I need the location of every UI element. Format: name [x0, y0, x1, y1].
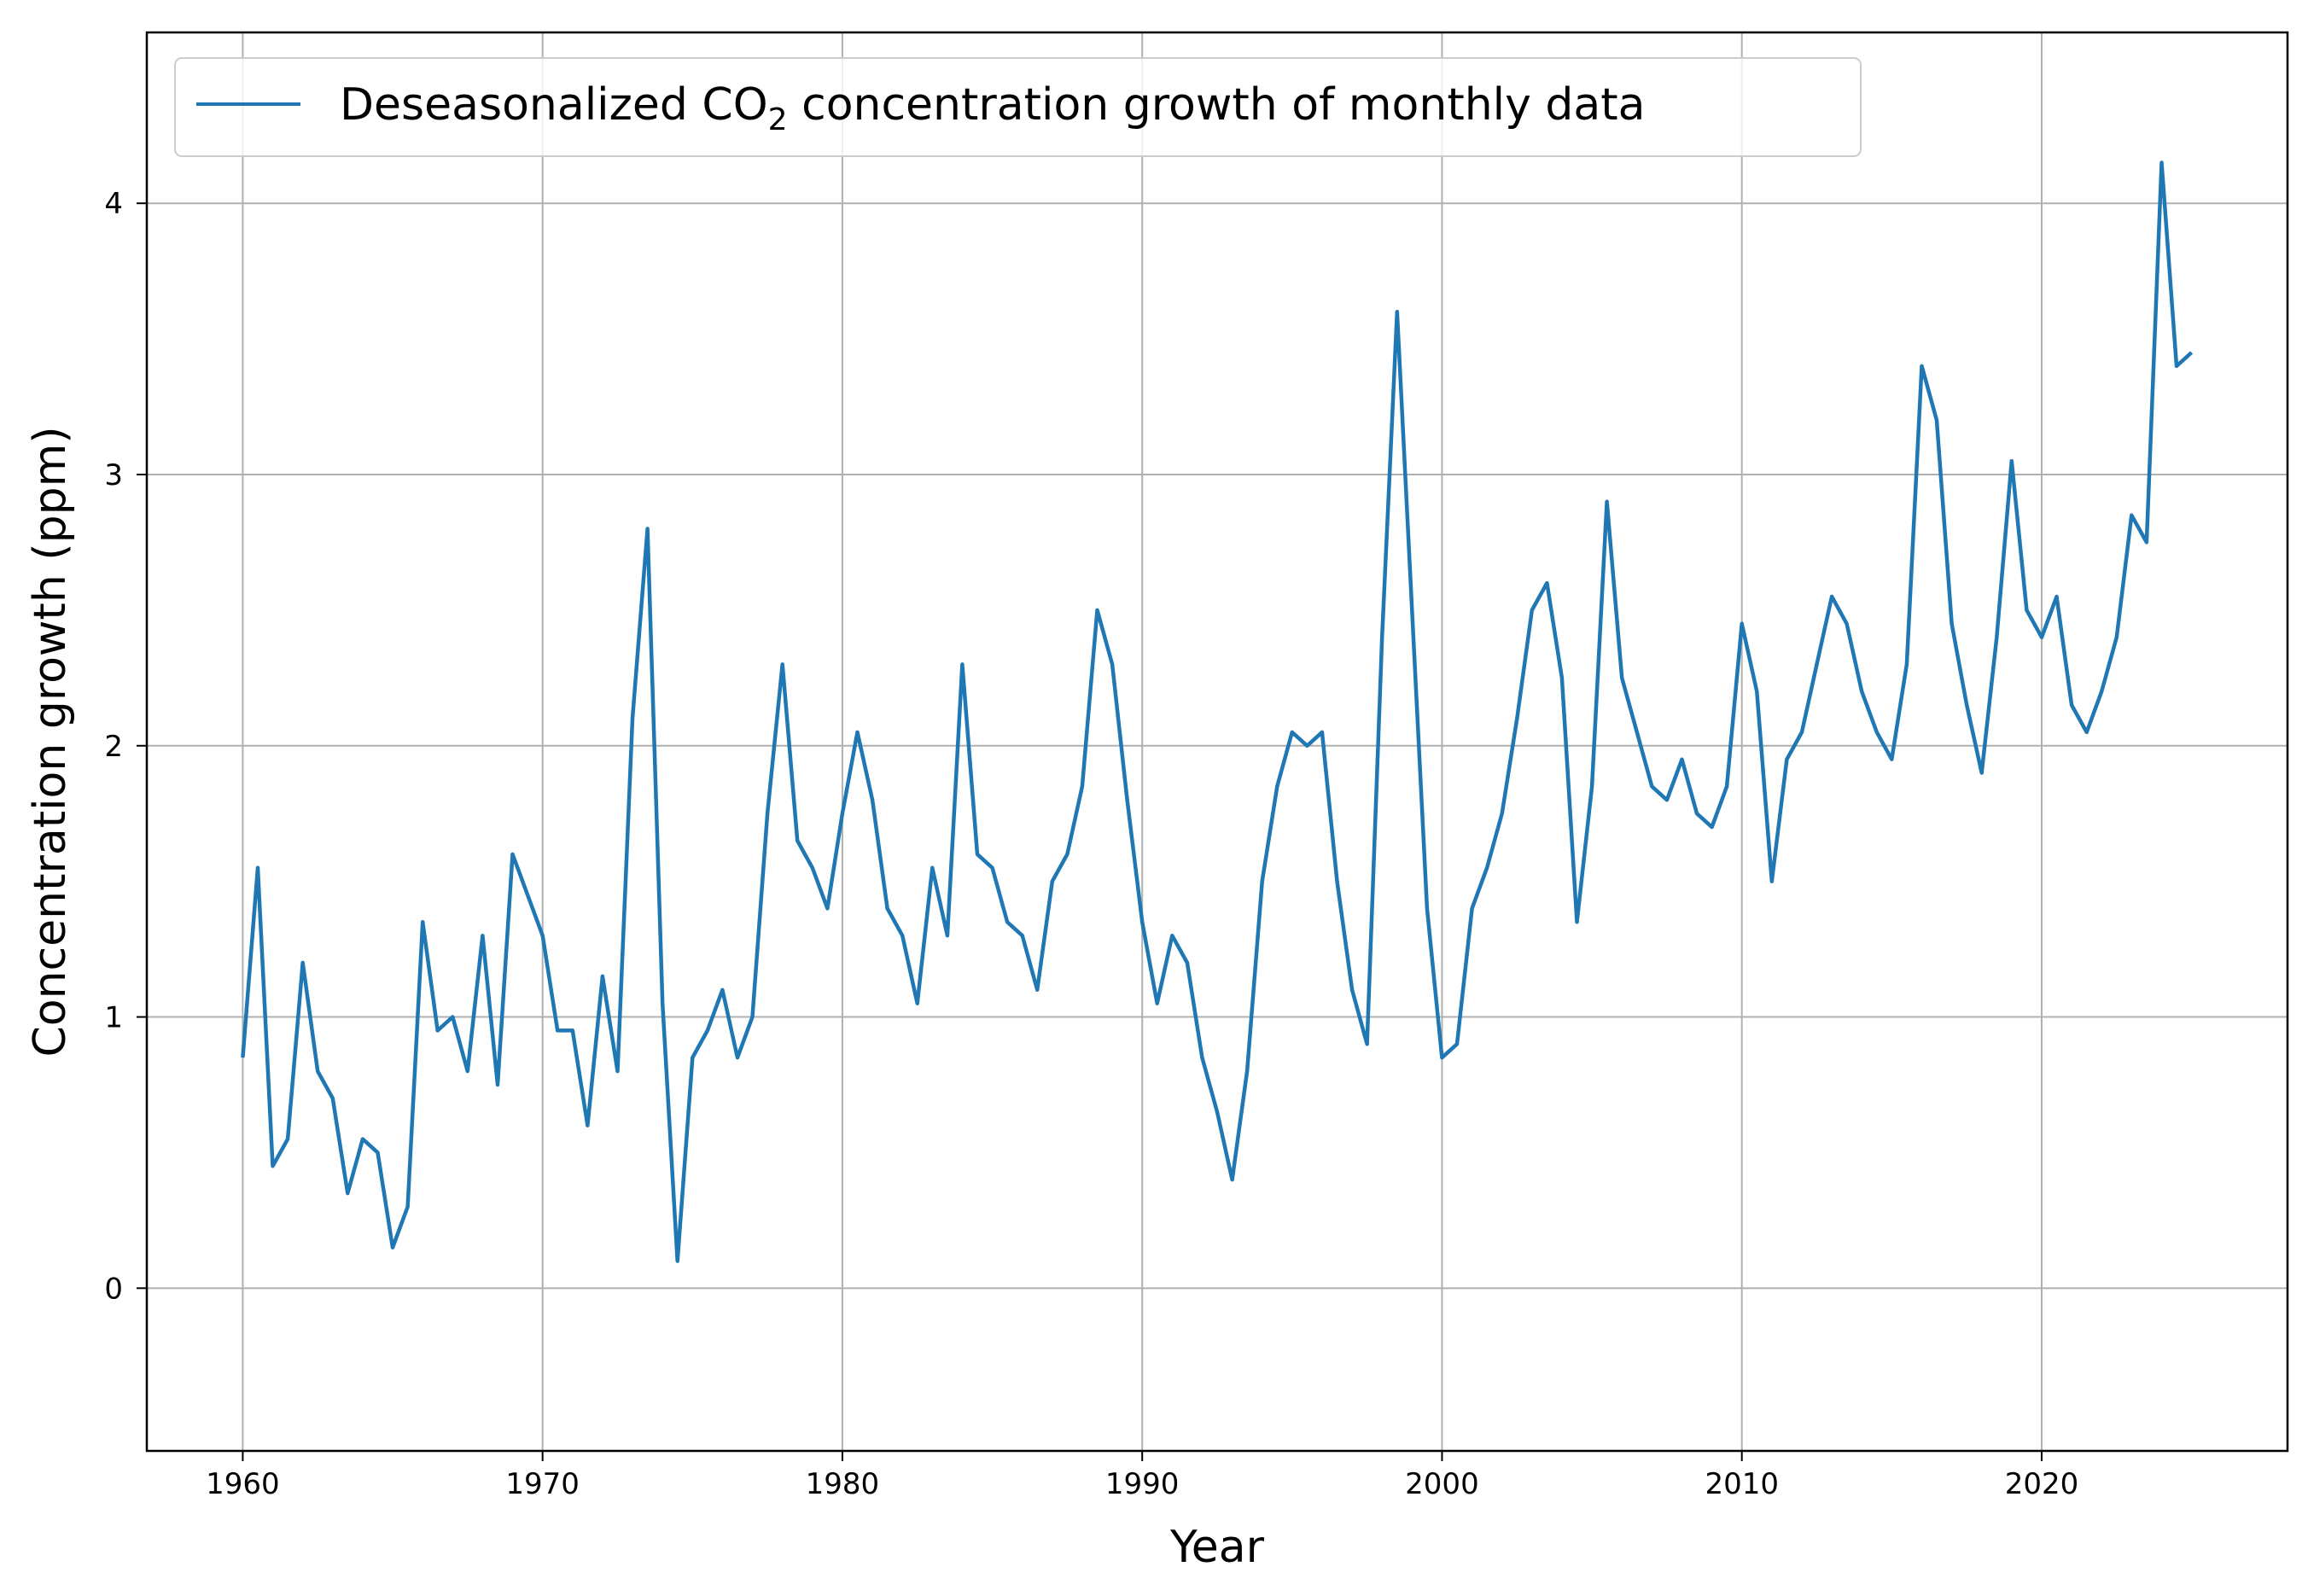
y-tick-label: 1: [104, 1001, 123, 1035]
x-tick-label: 2000: [1405, 1467, 1479, 1501]
x-tick-label: 1980: [806, 1467, 880, 1501]
x-tick-label: 2010: [1705, 1467, 1779, 1501]
y-tick-label: 3: [104, 458, 123, 492]
legend: Deseasonalized CO2 concentration growth …: [175, 58, 1861, 156]
x-axis-title: Year: [1169, 1522, 1265, 1573]
legend-label-suffix: concentration growth of monthly data: [788, 79, 1646, 131]
legend-label-prefix: Deseasonalized CO: [340, 79, 768, 131]
y-tick-label: 2: [104, 730, 123, 764]
x-tick-label: 2020: [2005, 1467, 2079, 1501]
legend-label: Deseasonalized CO2 concentration growth …: [340, 79, 1646, 137]
x-tick-label: 1960: [206, 1467, 280, 1501]
x-tick-label: 1990: [1105, 1467, 1180, 1501]
legend-label-subscript: 2: [768, 102, 788, 137]
y-tick-label: 4: [104, 187, 123, 221]
x-tick-label: 1970: [505, 1467, 580, 1501]
y-tick-label: 0: [104, 1272, 123, 1306]
y-axis-title: Concentration growth (ppm): [25, 426, 76, 1057]
